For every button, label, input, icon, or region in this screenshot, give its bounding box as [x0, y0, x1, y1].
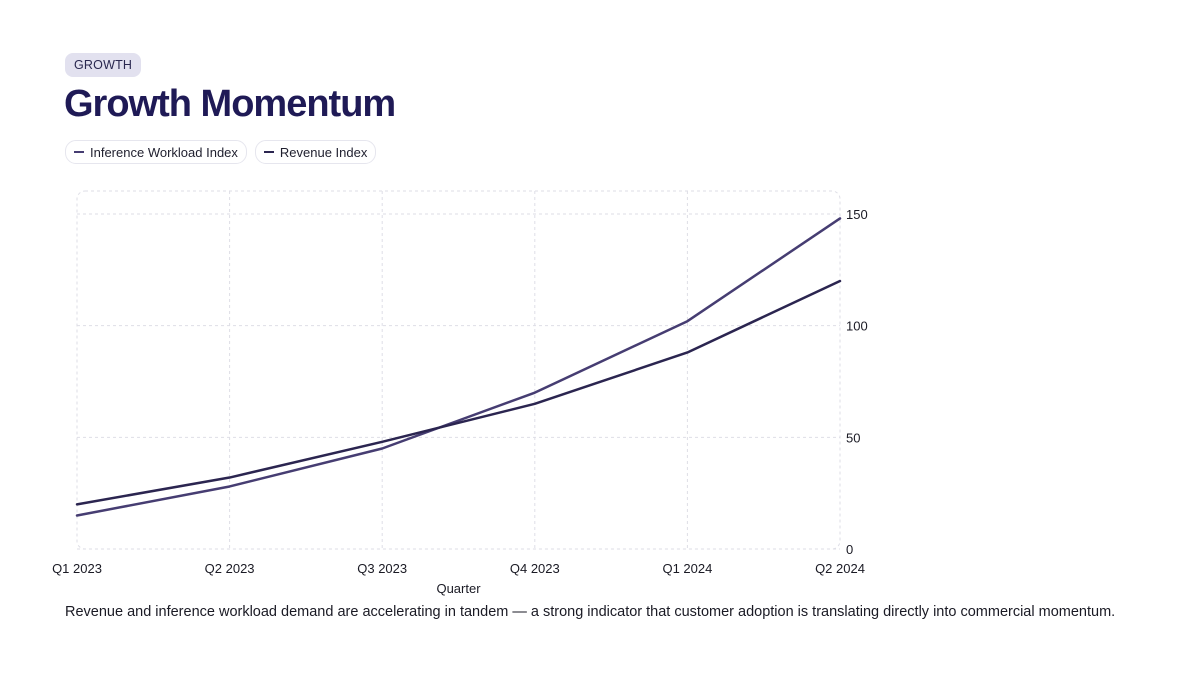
- x-tick-label: Q4 2023: [510, 561, 560, 576]
- x-tick-label: Q3 2023: [357, 561, 407, 576]
- x-tick-label: Q2 2023: [205, 561, 255, 576]
- legend-item-revenue[interactable]: Revenue Index: [254, 140, 377, 164]
- page-title: Growth Momentum: [64, 83, 396, 125]
- x-tick-label: Q1 2023: [52, 561, 102, 576]
- y-tick-label: 50: [846, 430, 860, 445]
- series-line-revenue: [75, 279, 842, 506]
- plot-frame: [76, 190, 841, 550]
- legend-label-revenue: Revenue Index: [279, 144, 368, 160]
- legend-item-inference[interactable]: Inference Workload Index: [65, 140, 247, 164]
- y-tick-label: 100: [846, 319, 868, 334]
- x-axis-title: Quarter: [436, 581, 481, 596]
- x-tick-label: Q1 2024: [662, 561, 712, 576]
- chart-caption: Revenue and inference workload demand ar…: [65, 604, 1116, 620]
- line-chart: 0 50 100 150 Q1 2023 Q2 2023 Q3 2023 Q4 2023 Q1 …: [52, 190, 868, 596]
- legend-swatch-inference: [74, 151, 84, 153]
- legend-label-inference: Inference Workload Index: [90, 144, 238, 160]
- chart-legend: Inference Workload Index Revenue Index: [65, 140, 377, 164]
- y-tick-label: 150: [846, 207, 868, 222]
- x-tick-label: Q2 2024: [815, 561, 865, 576]
- y-tick-label: 0: [846, 542, 853, 557]
- legend-swatch-revenue: [263, 151, 274, 153]
- series-line-inference: [75, 217, 842, 517]
- section-tag: GROWTH: [65, 53, 142, 77]
